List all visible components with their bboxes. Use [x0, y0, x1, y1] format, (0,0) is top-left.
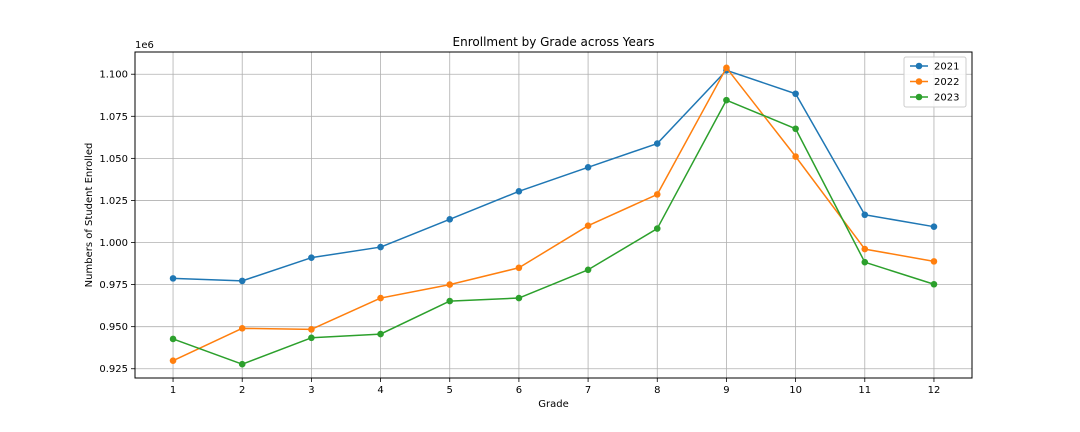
data-point: [584, 266, 592, 274]
y-tick-label: 1.100: [99, 70, 128, 81]
series-2023: [169, 96, 938, 368]
data-point: [169, 357, 177, 364]
data-point: [930, 223, 938, 230]
legend-label: 2023: [934, 93, 959, 104]
data-point: [377, 330, 384, 338]
data-point: [792, 153, 799, 160]
x-tick-label: 12: [928, 385, 941, 396]
legend-marker: [915, 62, 923, 70]
data-point: [930, 280, 938, 288]
y-tick-label: 0.925: [99, 364, 128, 375]
data-point: [861, 258, 869, 266]
x-tick-label: 3: [308, 385, 314, 396]
chart-title: Enrollment by Grade across Years: [453, 35, 655, 49]
legend-label: 2021: [934, 62, 959, 73]
x-axis-label: Grade: [538, 399, 569, 410]
legend-item-2022: 2022: [910, 77, 959, 88]
y-tick-label: 1.000: [99, 238, 128, 249]
legend-label: 2022: [934, 77, 959, 88]
x-tick-label: 8: [654, 385, 660, 396]
x-axis: 1 2 3 4 5 6 7 8 9 10 11 12: [170, 378, 940, 396]
data-point: [723, 96, 730, 104]
series-line-2021: [173, 69, 935, 282]
data-point: [861, 245, 869, 253]
data-point: [308, 254, 315, 261]
data-point: [238, 325, 246, 332]
x-tick-label: 11: [858, 385, 871, 396]
x-tick-label: 6: [516, 385, 522, 396]
data-point: [930, 258, 938, 265]
legend-item-2023: 2023: [910, 93, 959, 104]
data-point: [169, 275, 177, 282]
x-tick-label: 1: [170, 385, 176, 396]
y-axis-label: Numbers of Student Enrolled: [84, 143, 95, 288]
legend-item-2021: 2021: [910, 62, 959, 73]
plot-frame: [134, 51, 973, 379]
data-point: [238, 360, 246, 368]
data-point: [792, 90, 799, 98]
data-point: [584, 222, 592, 229]
data-point: [515, 188, 523, 195]
x-tick-label: 9: [723, 385, 729, 396]
data-point: [238, 277, 246, 285]
data-point: [308, 326, 315, 333]
legend-marker: [915, 93, 923, 101]
data-point: [515, 294, 523, 302]
data-point: [377, 294, 384, 302]
x-tick-label: 7: [585, 385, 591, 396]
data-point: [446, 281, 454, 288]
y-axis: 0.925 0.950 0.975 1.000 1.025 1.050 1.075 1.100: [99, 70, 135, 375]
data-point: [377, 243, 384, 251]
series-2021: [169, 67, 938, 285]
x-tick-label: 10: [789, 385, 802, 396]
data-point: [792, 125, 799, 133]
x-tick-label: 4: [377, 385, 383, 396]
series-2022: [169, 64, 938, 364]
y-tick-label: 1.075: [99, 112, 128, 123]
data-point: [169, 335, 177, 343]
y-tick-label: 1.050: [99, 154, 128, 165]
data-point: [308, 334, 315, 342]
y-tick-label: 0.950: [99, 322, 128, 333]
data-point: [584, 163, 592, 171]
data-point: [723, 64, 730, 72]
data-point: [861, 211, 869, 219]
x-tick-label: 2: [239, 385, 245, 396]
series-line-2022: [172, 67, 935, 362]
y-tick-label: 1.025: [99, 196, 128, 207]
series-line-2023: [172, 99, 935, 365]
y-tick-label: 0.975: [99, 280, 128, 291]
data-point: [653, 140, 661, 147]
legend: 2021 2022 2023: [903, 56, 967, 108]
data-point: [653, 191, 661, 198]
data-point: [515, 264, 523, 272]
data-point: [653, 225, 661, 232]
data-point: [446, 297, 454, 305]
data-point: [446, 215, 454, 223]
y-axis-offset-label: 1e6: [135, 40, 154, 51]
legend-marker: [915, 78, 923, 85]
x-tick-label: 5: [447, 385, 453, 396]
series-layer: [169, 64, 938, 368]
